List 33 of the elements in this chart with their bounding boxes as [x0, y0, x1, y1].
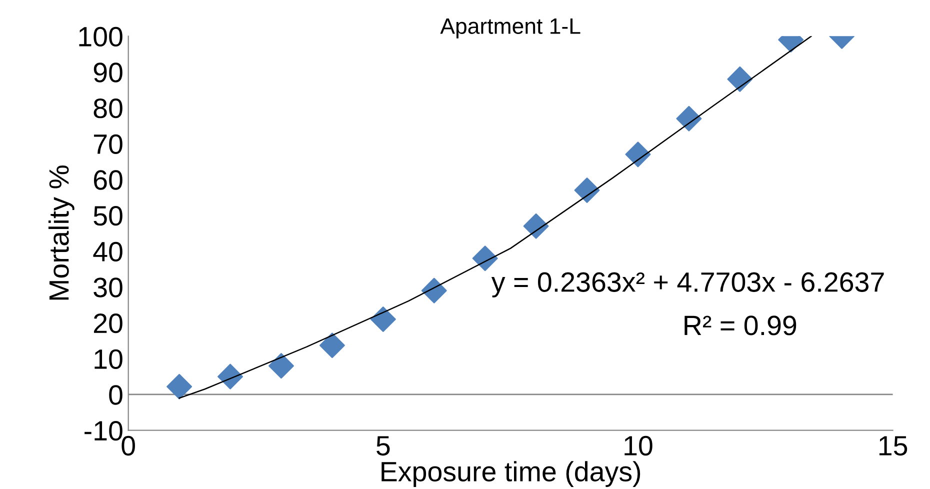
point — [625, 142, 651, 168]
x-tick-label: 10 — [624, 436, 652, 456]
annotation: R² = 0.99 — [684, 316, 796, 336]
y-tick-label: 20 — [94, 313, 122, 334]
y-tick-label: 70 — [94, 134, 122, 154]
point — [676, 106, 702, 132]
y-tick-label: 100 — [79, 26, 122, 47]
chart-title: Apartment 1-L — [440, 18, 580, 38]
y-axis-title: Mortality % — [48, 166, 74, 300]
y-tick-label: 10 — [94, 349, 122, 369]
y-tick-label: 0 — [109, 385, 122, 405]
y-tick-label: 80 — [94, 98, 122, 118]
y-tick-label: 90 — [94, 62, 122, 82]
annotation: y = 0.2363x² + 4.7703x - 6.2637 — [491, 272, 884, 298]
x-tick-label: 15 — [879, 436, 908, 456]
point — [727, 66, 753, 92]
x-axis-title: Exposure time (days) — [382, 461, 640, 487]
y-tick-label: 40 — [93, 242, 122, 262]
point — [370, 306, 396, 332]
point — [472, 246, 498, 272]
y-tick-label: -10 — [84, 420, 122, 441]
point — [319, 332, 345, 358]
point — [574, 178, 600, 203]
y-tick-label: 60 — [94, 170, 122, 190]
y-tick-label: 50 — [94, 206, 122, 226]
point — [218, 364, 243, 390]
x-tick-label: 0 — [122, 436, 135, 456]
y-tick-label: 30 — [94, 278, 122, 298]
point — [268, 353, 294, 379]
point — [166, 374, 192, 400]
point — [421, 278, 447, 304]
point — [523, 213, 549, 239]
x-tick-label: 5 — [376, 436, 390, 456]
